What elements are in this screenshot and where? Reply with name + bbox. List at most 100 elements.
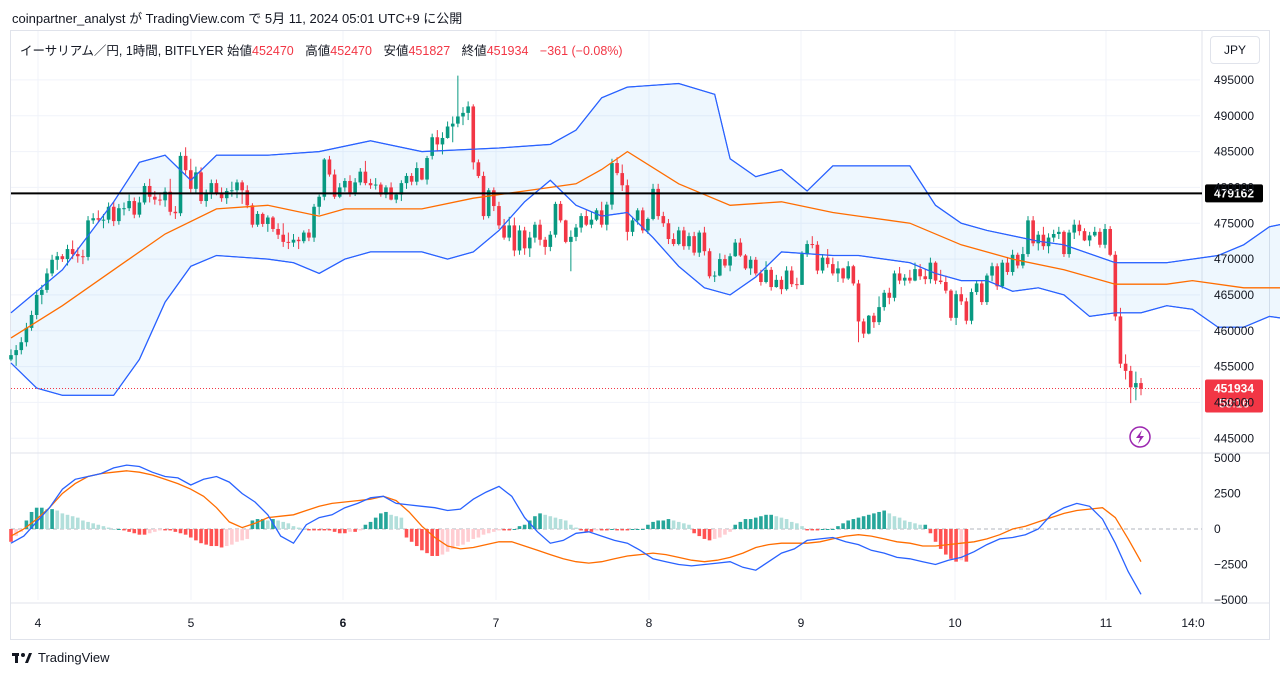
candle-body	[944, 282, 948, 291]
candle-body	[486, 190, 491, 217]
macd-histogram-bar	[605, 529, 609, 531]
candle-body	[507, 225, 512, 238]
candle-body	[461, 112, 465, 117]
macd-histogram-bar	[50, 509, 54, 529]
candle-body	[358, 171, 363, 183]
macd-histogram-bar	[635, 529, 640, 530]
candle-body	[800, 254, 804, 285]
macd-histogram-bar	[692, 529, 696, 534]
macd-histogram-bar	[127, 529, 131, 532]
price-axis-tick-label: 465000	[1214, 288, 1254, 302]
candle-body	[676, 230, 681, 245]
candle-body	[589, 219, 594, 225]
candle-body	[497, 206, 501, 226]
candle-body	[1077, 224, 1082, 232]
macd-histogram-bar	[307, 529, 311, 531]
candle-body	[101, 219, 106, 221]
candle-body	[91, 218, 95, 221]
macd-histogram-bar	[476, 529, 481, 538]
close-value: 451934	[486, 44, 529, 58]
candle-body	[666, 223, 671, 240]
candle-body	[979, 283, 984, 303]
macd-histogram-bar	[892, 516, 897, 529]
candle-body	[250, 205, 255, 225]
candle-body	[163, 191, 167, 201]
macd-histogram-bar	[188, 529, 193, 538]
time-axis-tick-label: 8	[646, 616, 653, 630]
macd-histogram-bar	[897, 517, 902, 529]
candle-body	[450, 123, 455, 127]
candle-body	[235, 182, 239, 191]
candle-body	[538, 224, 542, 240]
low-value: 451827	[408, 44, 451, 58]
macd-histogram-bar	[158, 529, 162, 531]
macd-histogram-bar	[913, 523, 917, 529]
horizontal-line-tag: 479162	[1205, 184, 1263, 203]
candle-body	[502, 225, 506, 238]
macd-histogram-bar	[846, 520, 851, 529]
candle-body	[743, 255, 748, 269]
candle-body	[1026, 220, 1030, 255]
brand-name: TradingView	[38, 650, 110, 665]
macd-histogram-bar	[343, 529, 347, 534]
macd-histogram-bar	[789, 521, 794, 529]
macd-histogram-bar	[872, 513, 876, 529]
macd-histogram-bar	[497, 529, 501, 531]
macd-histogram-bar	[163, 529, 167, 531]
macd-histogram-bar	[599, 529, 604, 531]
macd-histogram-bar	[753, 517, 758, 529]
macd-histogram-bar	[908, 521, 912, 529]
macd-histogram-bar	[337, 529, 342, 534]
macd-histogram-bar	[122, 529, 126, 531]
time-axis-tick-label: 7	[493, 616, 500, 630]
horizontal-line-tag-bg	[1205, 184, 1263, 203]
macd-histogram-bar	[209, 529, 214, 547]
high-value: 452470	[330, 44, 372, 58]
candle-body	[640, 210, 645, 231]
candle-body	[430, 137, 434, 156]
macd-histogram-bar	[168, 529, 173, 531]
currency-button[interactable]: JPY	[1210, 36, 1260, 64]
candle-body	[1139, 383, 1143, 389]
candle-body	[379, 184, 383, 195]
candle-body	[954, 294, 958, 318]
candle-body	[199, 172, 203, 202]
candle-body	[14, 350, 18, 356]
macd-histogram-bar	[697, 529, 702, 537]
candle-body	[70, 249, 75, 255]
price-axis-tick-label: 495000	[1214, 73, 1254, 87]
macd-histogram-bar	[106, 527, 111, 529]
footer-brand[interactable]: TradingView	[12, 650, 110, 665]
macd-histogram-bar	[430, 529, 434, 556]
macd-histogram-bar	[702, 529, 707, 539]
macd-histogram-bar	[142, 529, 147, 535]
candle-body	[795, 284, 799, 286]
price-axis-tick-label: 485000	[1214, 145, 1254, 159]
candle-body	[610, 163, 614, 205]
macd-histogram-bar	[579, 529, 583, 531]
macd-histogram-bar	[101, 526, 106, 529]
candle-body	[183, 155, 188, 171]
price-axis-tick-label: 490000	[1214, 109, 1254, 123]
candle-body	[605, 204, 609, 225]
candle-body	[111, 206, 116, 222]
macd-histogram-bar	[964, 529, 969, 562]
last-price-label: 451934	[1214, 382, 1254, 396]
macd-histogram-bar	[60, 513, 65, 529]
macd-histogram-bar	[281, 521, 286, 529]
macd-histogram-bar	[563, 520, 568, 529]
macd-axis-tick-label: 5000	[1214, 451, 1241, 465]
macd-histogram-bar	[723, 529, 727, 535]
macd-histogram-bar	[420, 529, 424, 551]
candle-body	[50, 259, 54, 274]
macd-histogram-bar	[461, 529, 465, 545]
candle-body	[748, 259, 753, 269]
candle-body	[209, 183, 214, 193]
macd-histogram-bar	[923, 524, 928, 529]
candle-body	[527, 237, 532, 249]
candle-body	[938, 280, 943, 283]
candle-body	[846, 266, 851, 279]
candle-body	[1036, 234, 1041, 244]
macd-histogram-bar	[425, 529, 429, 554]
